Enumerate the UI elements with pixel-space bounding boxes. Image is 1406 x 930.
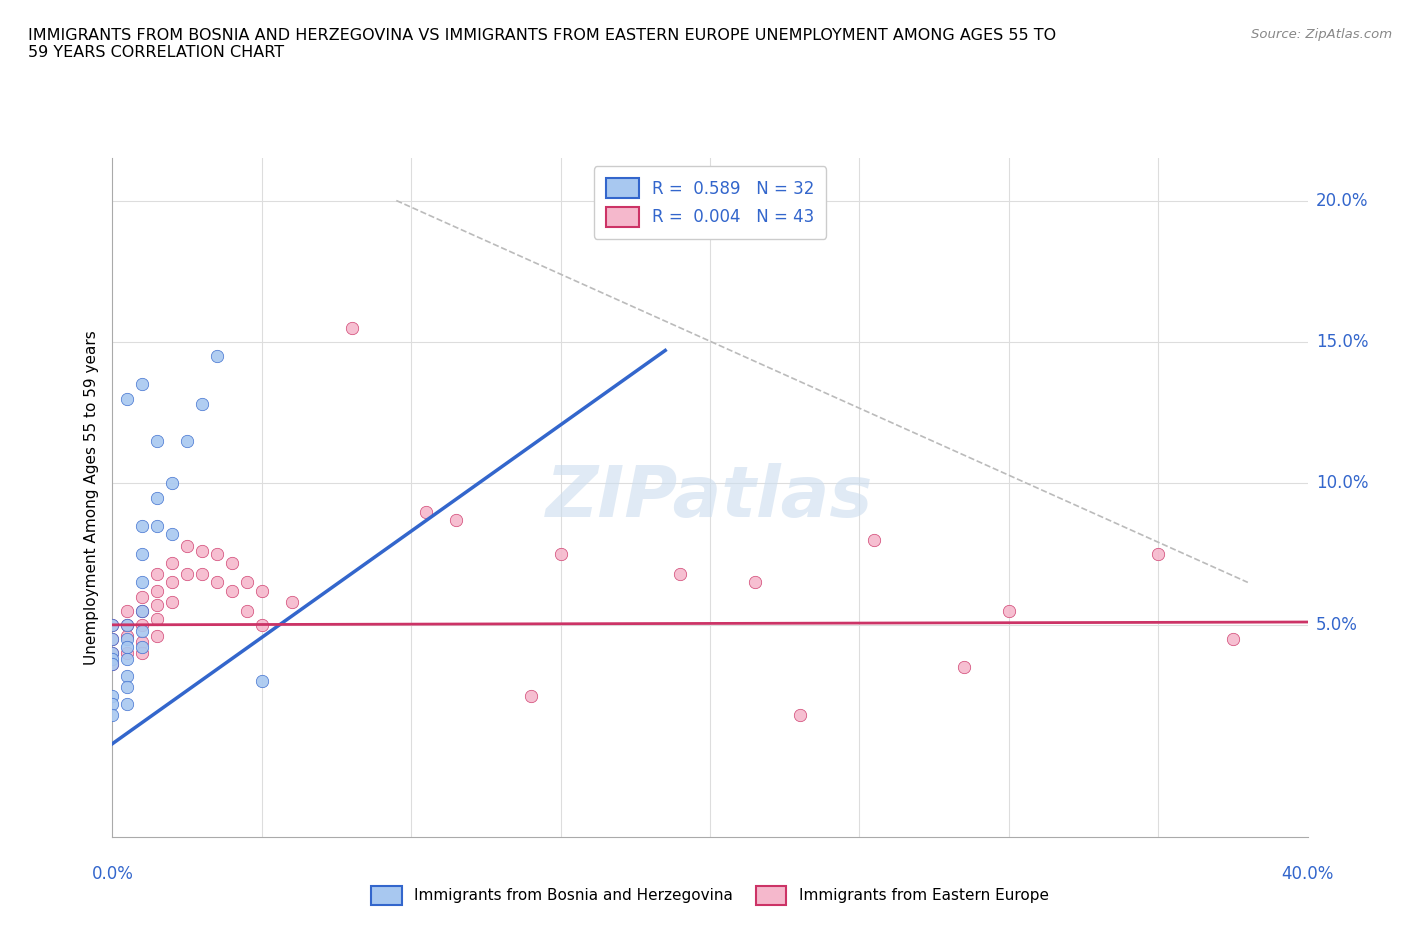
Point bbox=[205, 575, 228, 590]
Text: 5.0%: 5.0% bbox=[1316, 616, 1358, 634]
Point bbox=[117, 618, 139, 632]
Point bbox=[744, 575, 766, 590]
Point bbox=[221, 583, 243, 598]
Point bbox=[162, 595, 183, 610]
Point bbox=[131, 518, 153, 533]
Point bbox=[221, 555, 243, 570]
Point bbox=[101, 645, 124, 660]
Point bbox=[131, 645, 153, 660]
Point bbox=[101, 657, 124, 671]
Point bbox=[1222, 631, 1244, 646]
Point bbox=[162, 575, 183, 590]
Point bbox=[131, 589, 153, 604]
Text: 15.0%: 15.0% bbox=[1316, 333, 1368, 351]
Point bbox=[117, 669, 139, 684]
Point bbox=[101, 631, 124, 646]
Point bbox=[131, 640, 153, 655]
Point bbox=[415, 504, 437, 519]
Point bbox=[101, 618, 124, 632]
Point bbox=[444, 512, 467, 527]
Point bbox=[205, 547, 228, 562]
Point bbox=[131, 604, 153, 618]
Point bbox=[101, 618, 124, 632]
Point bbox=[953, 660, 976, 675]
Point bbox=[146, 490, 169, 505]
Point bbox=[176, 538, 198, 553]
Point bbox=[146, 518, 169, 533]
Point bbox=[520, 688, 543, 703]
Point bbox=[101, 657, 124, 671]
Text: 20.0%: 20.0% bbox=[1316, 192, 1368, 209]
Point bbox=[162, 555, 183, 570]
Point bbox=[146, 433, 169, 448]
Point bbox=[131, 575, 153, 590]
Point bbox=[205, 349, 228, 364]
Text: 40.0%: 40.0% bbox=[1281, 865, 1334, 883]
Point bbox=[117, 645, 139, 660]
Point bbox=[1147, 547, 1170, 562]
Point bbox=[117, 651, 139, 666]
Point bbox=[101, 645, 124, 660]
Point bbox=[146, 566, 169, 581]
Point bbox=[146, 612, 169, 627]
Point bbox=[191, 566, 214, 581]
Point bbox=[340, 320, 363, 335]
Point bbox=[117, 392, 139, 406]
Point bbox=[117, 631, 139, 646]
Text: ZIPatlas: ZIPatlas bbox=[547, 463, 873, 532]
Point bbox=[101, 697, 124, 711]
Point bbox=[101, 688, 124, 703]
Point bbox=[146, 629, 169, 644]
Point bbox=[117, 680, 139, 695]
Point bbox=[162, 476, 183, 491]
Point bbox=[117, 604, 139, 618]
Point bbox=[176, 433, 198, 448]
Point bbox=[236, 575, 259, 590]
Point bbox=[131, 618, 153, 632]
Point bbox=[101, 651, 124, 666]
Y-axis label: Unemployment Among Ages 55 to 59 years: Unemployment Among Ages 55 to 59 years bbox=[84, 330, 100, 665]
Point bbox=[176, 566, 198, 581]
Point bbox=[131, 377, 153, 392]
Point bbox=[236, 604, 259, 618]
Point bbox=[281, 595, 304, 610]
Point bbox=[146, 598, 169, 613]
Point bbox=[863, 533, 886, 548]
Point bbox=[250, 583, 273, 598]
Text: IMMIGRANTS FROM BOSNIA AND HERZEGOVINA VS IMMIGRANTS FROM EASTERN EUROPE UNEMPLO: IMMIGRANTS FROM BOSNIA AND HERZEGOVINA V… bbox=[28, 28, 1056, 60]
Point bbox=[789, 708, 811, 723]
Text: Source: ZipAtlas.com: Source: ZipAtlas.com bbox=[1251, 28, 1392, 41]
Point bbox=[101, 631, 124, 646]
Point bbox=[998, 604, 1021, 618]
Text: 10.0%: 10.0% bbox=[1316, 474, 1368, 492]
Point bbox=[131, 623, 153, 638]
Point bbox=[669, 566, 692, 581]
Point bbox=[101, 708, 124, 723]
Point bbox=[131, 547, 153, 562]
Legend: Immigrants from Bosnia and Herzegovina, Immigrants from Eastern Europe: Immigrants from Bosnia and Herzegovina, … bbox=[366, 880, 1054, 910]
Point bbox=[191, 544, 214, 559]
Point bbox=[162, 527, 183, 542]
Point bbox=[550, 547, 572, 562]
Point bbox=[250, 674, 273, 689]
Point bbox=[250, 618, 273, 632]
Point bbox=[117, 697, 139, 711]
Point bbox=[131, 634, 153, 649]
Text: 0.0%: 0.0% bbox=[91, 865, 134, 883]
Point bbox=[117, 618, 139, 632]
Point bbox=[146, 583, 169, 598]
Point bbox=[131, 604, 153, 618]
Point bbox=[117, 629, 139, 644]
Point bbox=[117, 640, 139, 655]
Point bbox=[191, 397, 214, 412]
